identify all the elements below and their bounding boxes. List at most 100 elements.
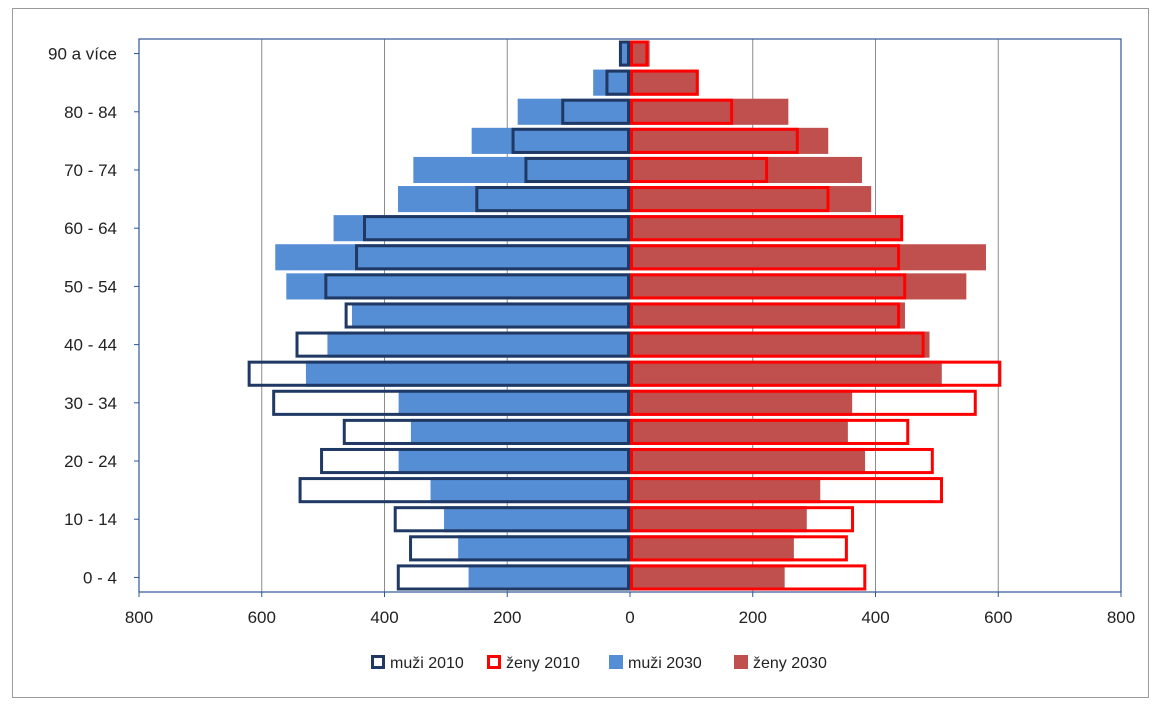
bar-ženy-2030 (630, 156, 862, 184)
bar-outline-ženy-2010 (630, 535, 848, 562)
bar-muži-2030 (398, 447, 630, 475)
legend-label: muži 2030 (628, 655, 702, 672)
bar-outline-muži-2010 (605, 69, 631, 96)
bar-outline-ženy-2010 (630, 331, 925, 358)
bar-outline-muži-2010 (618, 40, 631, 67)
y-tick-label: 80 - 84 (64, 103, 117, 122)
x-tick-label: 200 (493, 608, 521, 627)
bar-muži-2030 (413, 156, 630, 184)
bar-outline-muži-2010 (561, 98, 631, 125)
bar-ženy-2030 (630, 273, 967, 300)
x-tick-label: 600 (248, 608, 276, 627)
y-tick-label: 30 - 34 (64, 394, 117, 413)
bar-ženy-2030 (630, 302, 905, 329)
bar-ženy-2030 (630, 418, 848, 445)
bar-outline-ženy-2010 (630, 564, 867, 591)
bar-outline-ženy-2010 (630, 273, 907, 300)
bar-outline-muži-2010 (475, 186, 630, 213)
legend-label: ženy 2030 (753, 655, 827, 672)
chart-frame: 0 - 4 10 - 14 20 - 24 30 - 34 40 - 44 50 - 54… (12, 8, 1149, 698)
bar-outline-muži-2010 (393, 506, 630, 533)
legend-swatch (609, 655, 623, 669)
bar-outline-ženy-2010 (630, 302, 901, 329)
bar-outline-ženy-2010 (630, 186, 830, 213)
x-tick-label: 800 (125, 608, 153, 627)
x-tick-label: 400 (861, 608, 889, 627)
bar-outline-ženy-2010 (630, 447, 934, 475)
bar-muži-2030 (327, 331, 630, 358)
bar-muži-2030 (398, 389, 630, 416)
bar-outline-ženy-2010 (630, 418, 910, 445)
bar-muži-2030 (410, 418, 630, 445)
y-tick-label: 60 - 64 (64, 219, 117, 238)
bar-outline-ženy-2010 (630, 360, 1002, 387)
legend-label: ženy 2010 (506, 655, 580, 672)
bar-ženy-2030 (630, 215, 904, 242)
x-tick-label: 600 (984, 608, 1012, 627)
bar-muži-2030 (517, 98, 630, 125)
x-tick-label: 200 (739, 608, 767, 627)
bar-outline-ženy-2010 (630, 98, 734, 125)
bar-muži-2030 (305, 360, 630, 387)
bar-muži-2030 (333, 215, 630, 242)
bar-ženy-2030 (630, 535, 794, 562)
bar-outline-muži-2010 (409, 535, 630, 562)
bar-muži-2030 (468, 564, 630, 591)
bar-ženy-2030 (630, 506, 807, 533)
bar-ženy-2030 (630, 331, 930, 358)
y-tick-label: 40 - 44 (64, 336, 117, 355)
bar-ženy-2030 (630, 447, 866, 475)
bar-muži-2030 (430, 477, 630, 504)
y-tick-label: 90 a více (48, 45, 117, 64)
legend-swatch (734, 655, 748, 669)
bar-outline-muži-2010 (295, 331, 630, 358)
bar-outline-muži-2010 (342, 418, 630, 445)
bar-ženy-2030 (630, 127, 829, 154)
bar-outline-muži-2010 (247, 360, 630, 387)
bar-outline-muži-2010 (298, 477, 630, 504)
x-tick-label: 400 (370, 608, 398, 627)
bar-ženy-2030 (630, 477, 821, 504)
bar-ženy-2030 (630, 186, 872, 213)
bar-muži-2030 (593, 69, 630, 96)
bar-outline-ženy-2010 (630, 40, 649, 67)
x-tick-label: 800 (1107, 608, 1135, 627)
bar-outline-ženy-2010 (630, 215, 904, 242)
bar-outline-ženy-2010 (630, 506, 855, 533)
bar-ženy-2030 (630, 564, 785, 591)
legend-label: muži 2010 (390, 655, 464, 672)
bar-ženy-2030 (630, 389, 853, 416)
legend-swatch (487, 655, 501, 669)
bar-outline-muži-2010 (344, 302, 630, 329)
bar-muži-2030 (458, 535, 630, 562)
y-tick-label: 0 - 4 (83, 568, 117, 587)
bar-ženy-2030 (630, 244, 986, 271)
bar-outline-ženy-2010 (630, 244, 901, 271)
bar-ženy-2030 (630, 360, 942, 387)
bar-outline-muži-2010 (355, 244, 630, 271)
bar-muži-2030 (398, 186, 630, 213)
bar-outline-muži-2010 (324, 273, 630, 300)
bar-muži-2030 (275, 244, 630, 271)
bar-ženy-2030 (630, 40, 650, 67)
bar-outline-muži-2010 (363, 215, 630, 242)
bar-muži-2030 (618, 40, 630, 67)
bar-outline-muži-2010 (396, 564, 630, 591)
bar-outline-ženy-2010 (630, 477, 944, 504)
bar-outline-ženy-2010 (630, 389, 977, 416)
bar-ženy-2030 (630, 69, 699, 96)
legend-swatch (371, 655, 385, 669)
bar-outline-muži-2010 (320, 447, 630, 475)
bar-outline-ženy-2010 (630, 156, 769, 184)
y-tick-label: 70 - 74 (64, 161, 117, 180)
y-tick-label: 50 - 54 (64, 277, 117, 296)
x-tick-label: 0 (625, 608, 634, 627)
y-tick-label: 20 - 24 (64, 452, 117, 471)
bar-muži-2030 (471, 127, 630, 154)
bar-outline-muži-2010 (511, 127, 631, 154)
population-pyramid-chart: 0 - 4 10 - 14 20 - 24 30 - 34 40 - 44 50 - 54… (48, 38, 1135, 672)
bar-ženy-2030 (630, 98, 789, 125)
bar-outline-ženy-2010 (630, 127, 799, 154)
bar-outline-ženy-2010 (630, 69, 699, 96)
bar-muži-2030 (351, 302, 630, 329)
